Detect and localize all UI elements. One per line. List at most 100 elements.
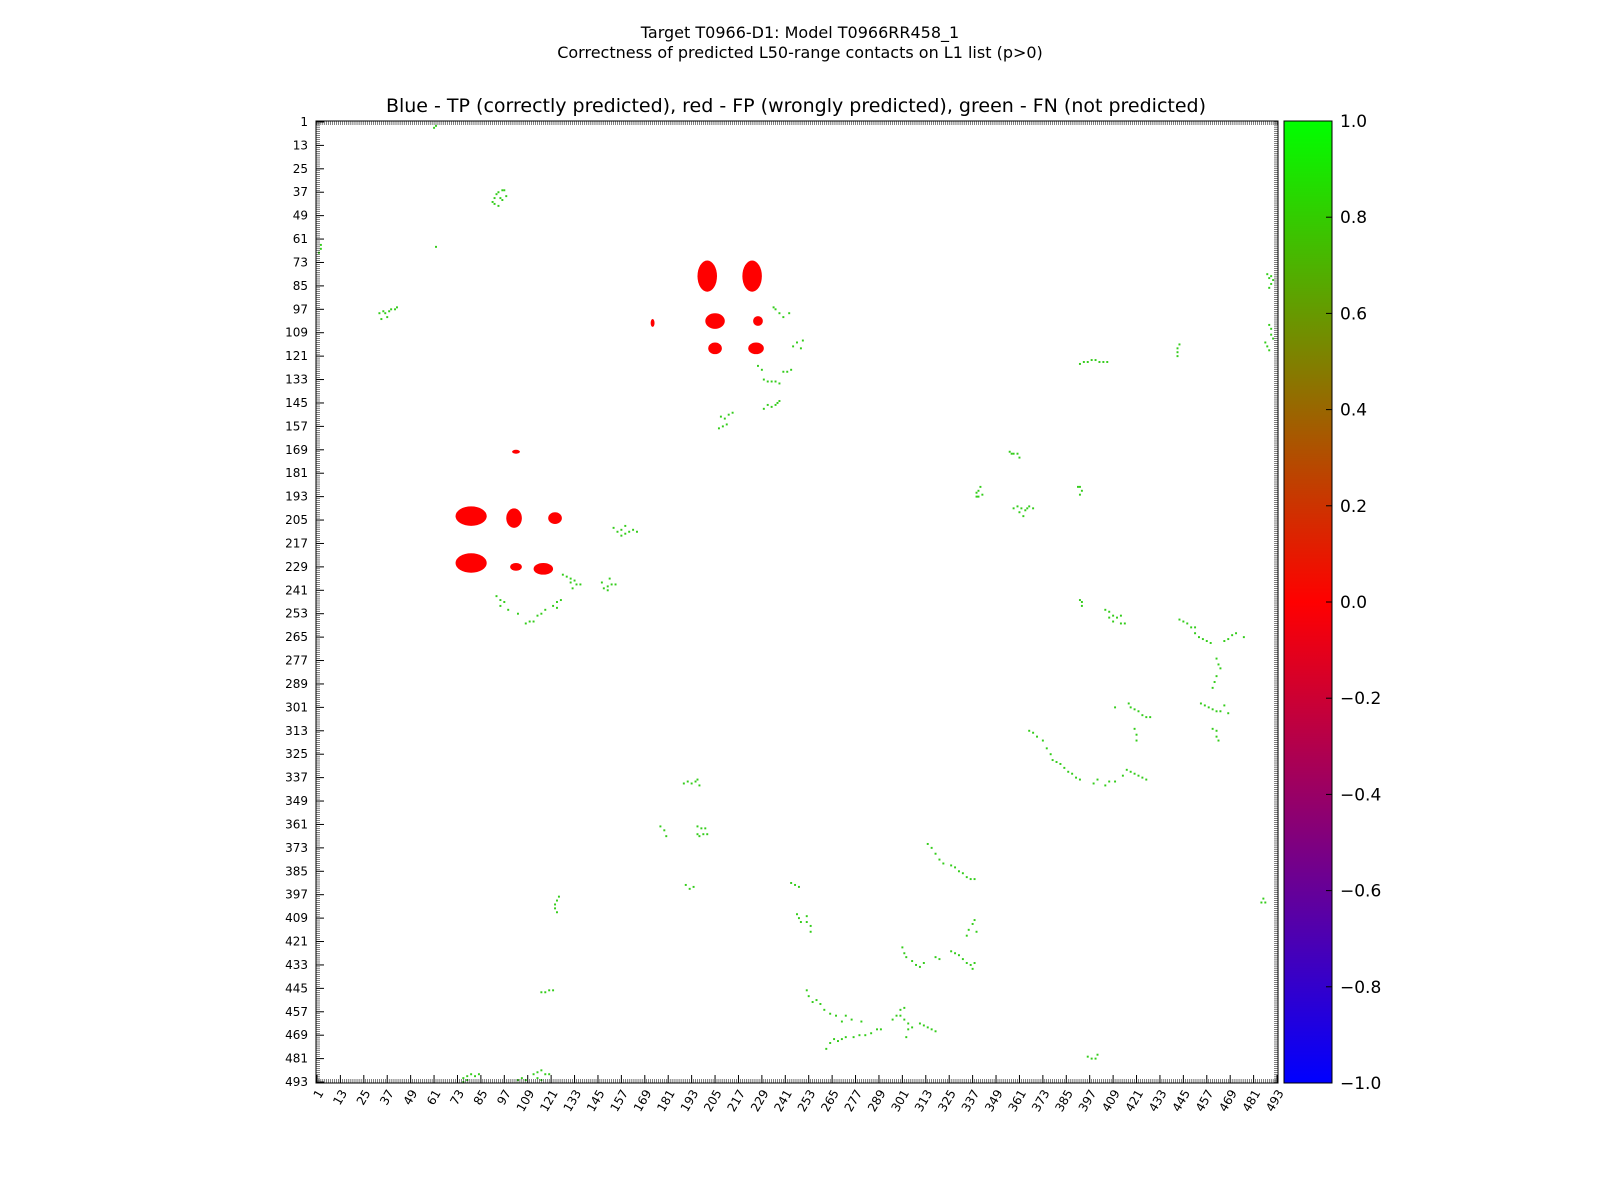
fn-contact [1080,604,1083,607]
x-tick-label: 445 [1169,1087,1193,1114]
fn-contact [378,312,381,315]
fn-contact [497,204,500,207]
x-tick-label: 37 [377,1087,397,1107]
fn-contact [809,924,812,927]
fn-contact [977,495,980,498]
colorbar-tick-label: −0.6 [1340,882,1381,902]
fn-contact [969,878,972,881]
fn-contact [799,921,802,923]
x-tick-label: 373 [1029,1087,1053,1114]
fn-contact [1215,710,1218,713]
fn-contact [926,842,929,845]
figure-title-line2: Correctness of predicted L50-range conta… [557,43,1043,62]
fn-contact [493,202,496,205]
x-tick-label: 349 [982,1087,1006,1114]
fn-contact [815,999,818,1002]
fn-contact [1264,341,1267,344]
x-tick-label: 481 [1240,1087,1264,1114]
fn-contact [702,833,705,836]
fn-contact [1211,708,1214,711]
fn-contact [1219,667,1222,670]
fn-contact [975,930,978,933]
colorbar-tick-label: −0.2 [1340,689,1381,709]
fn-contact [1145,716,1148,719]
fn-contact [1141,776,1144,779]
fn-contact [491,201,494,203]
y-tick-label: 265 [285,630,308,644]
fn-contact [556,911,558,914]
fn-contact [967,928,970,931]
fn-contact [624,532,627,535]
x-tick-label: 253 [795,1087,819,1114]
fn-contact [536,1077,539,1080]
fn-contact [1211,686,1214,689]
fn-contact [1094,359,1097,362]
fn-contact [1213,681,1216,683]
fn-contact [903,952,906,955]
fn-contact [1018,511,1021,514]
fp-region [533,562,554,575]
x-tick-label: 73 [447,1087,467,1107]
fn-contact [786,370,789,373]
fn-contact [1215,729,1218,732]
fn-contact [879,1028,882,1031]
x-tick-label: 49 [401,1087,421,1107]
fn-contact [384,312,387,315]
fn-contact [1268,323,1271,326]
fn-contact [1176,347,1179,350]
fn-contact [495,193,498,196]
fn-contact [1215,657,1218,660]
fn-contact [829,1012,832,1015]
fn-contact [1114,780,1117,783]
y-tick-label: 169 [285,443,308,457]
fn-contact [1270,275,1273,278]
fn-contact [632,528,635,531]
fn-contact [1264,901,1267,904]
fn-contact [606,585,609,588]
y-tick-label: 277 [285,654,308,668]
fn-contact [837,1040,839,1043]
fn-contact [965,934,968,937]
fn-contact [778,400,781,402]
fn-contact [1272,279,1275,282]
fn-contact [1077,485,1079,488]
fn-contact [1024,509,1027,512]
fn-contact [552,989,555,992]
fn-contact [1137,710,1140,713]
x-tick-label: 313 [912,1087,936,1114]
fn-contact [950,950,953,953]
y-tick-label: 457 [285,1005,308,1019]
x-tick-label: 193 [678,1087,702,1114]
fn-contact [938,958,941,961]
y-tick-label: 25 [293,162,308,176]
fn-contact [811,1001,814,1003]
fn-contact [435,124,437,127]
fn-contact [477,1073,480,1076]
fn-contact [725,423,728,426]
x-tick-label: 325 [935,1087,959,1114]
fn-contact [394,308,397,311]
y-tick-label: 193 [285,490,308,504]
fn-contact [1016,452,1019,455]
y-tick-label: 433 [285,958,308,972]
x-tick-label: 121 [537,1087,561,1114]
fn-contact [382,310,385,313]
fn-contact [532,620,535,623]
fn-contact [1108,610,1111,613]
fn-contact [1266,273,1269,276]
x-tick-label: 337 [959,1087,983,1114]
fn-contact [975,495,978,498]
y-tick-label: 49 [293,209,308,223]
fn-contact [1123,622,1126,625]
fn-contact [840,1020,843,1023]
y-tick-label: 421 [285,935,308,949]
fn-contact [505,195,508,198]
fn-contact [911,1026,914,1029]
fn-contact [435,245,437,248]
fn-contact [548,989,551,992]
fn-contact [536,614,539,617]
fn-contact [809,930,812,933]
plot-area [316,121,1278,1083]
x-tick-label: 241 [771,1087,795,1114]
fn-contact [544,991,547,994]
